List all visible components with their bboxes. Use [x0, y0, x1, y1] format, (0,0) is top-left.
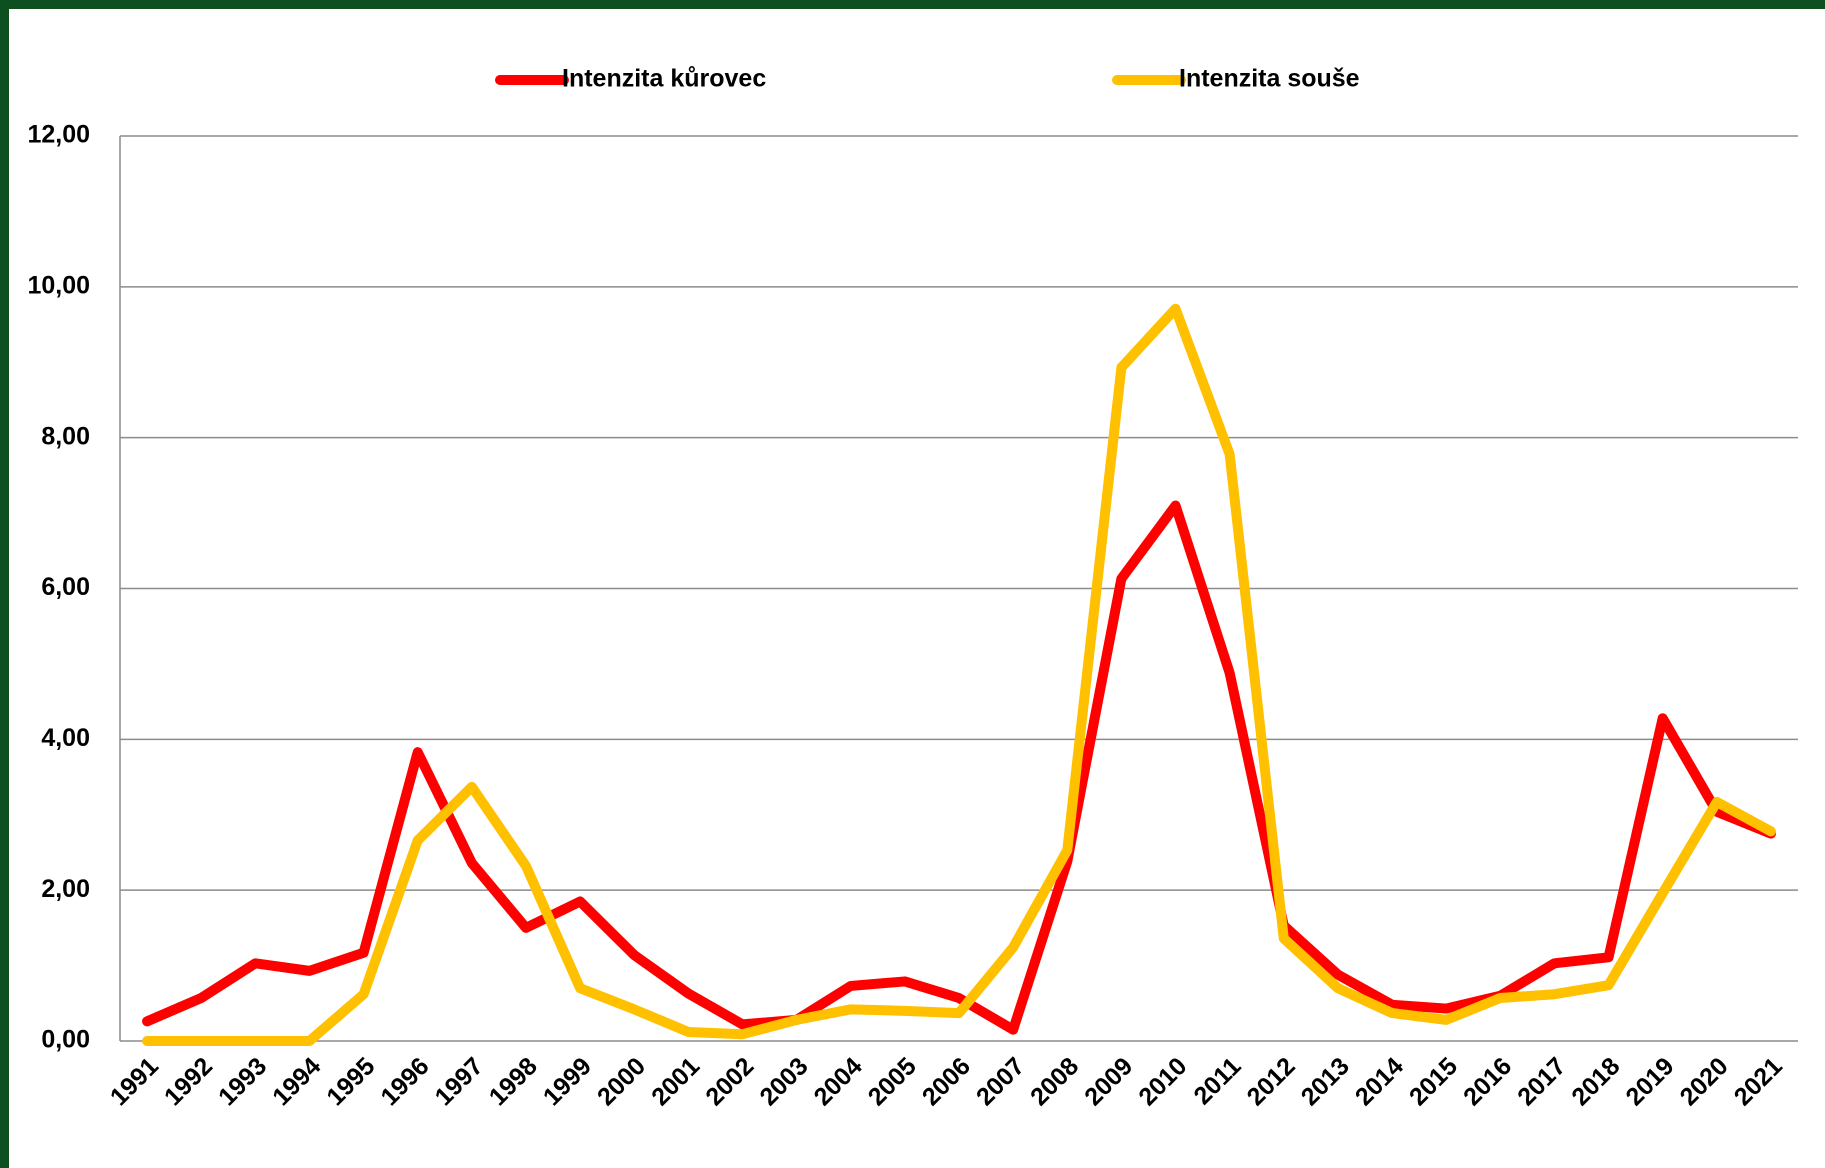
- y-tick-label: 0,00: [41, 1026, 90, 1054]
- y-tick-label: 12,00: [27, 121, 90, 149]
- legend-label: Intenzita souše: [1179, 65, 1360, 93]
- legend-label: Intenzita kůrovec: [562, 65, 766, 93]
- y-tick-label: 6,00: [41, 573, 90, 601]
- y-tick-label: 4,00: [41, 724, 90, 752]
- data-line: [142, 303, 1776, 1046]
- y-tick-label: 8,00: [41, 422, 90, 450]
- y-tick-label: 2,00: [41, 875, 90, 903]
- y-tick-label: 10,00: [27, 271, 90, 299]
